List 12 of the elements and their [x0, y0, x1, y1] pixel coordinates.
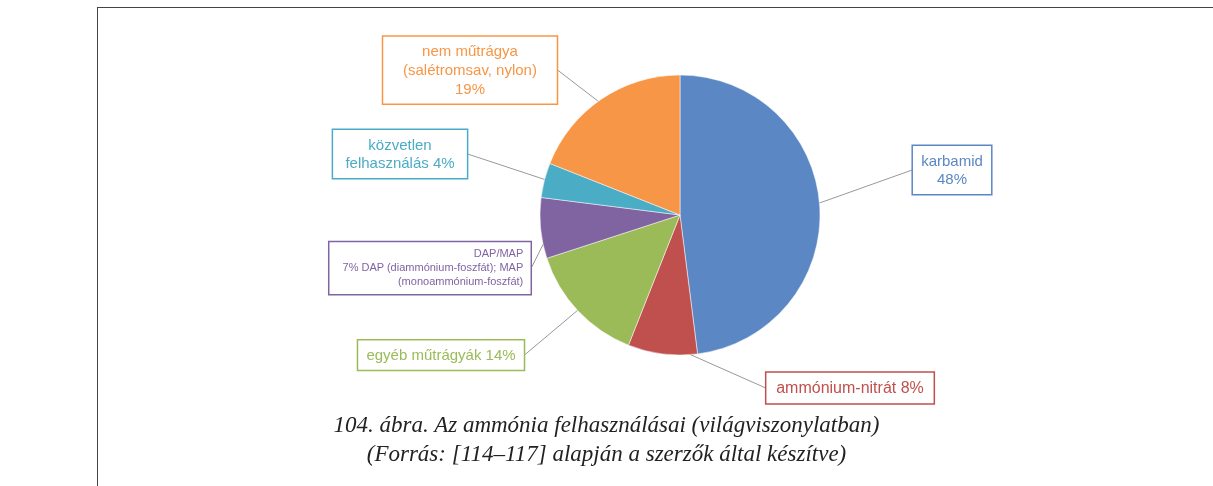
- text: 7% DAP (diammónium-foszfát); MAP: [342, 261, 524, 273]
- slice-label: nem műtrágya (salétromsav, nylon): [403, 42, 537, 78]
- data-label: 48%: [936, 170, 968, 188]
- slice-label: ammónium-nitrát 8%: [776, 379, 924, 396]
- text: 104. ábra. Az ammónia felhasználásai (világviszonylatban): [333, 412, 880, 437]
- slice-label: karbamid: [921, 151, 983, 169]
- slice-label: közvetlen felhasználás 4%: [345, 135, 455, 172]
- slice-label: egyéb műtrágyák 14%: [366, 346, 516, 363]
- text: (Forrás: [114–117] alapján a szerzők által készítve): [366, 441, 847, 466]
- slice-label: DAP/MAP: [473, 247, 524, 260]
- text: (monoammónium-foszfát): [397, 274, 524, 287]
- data-label: 19%: [454, 79, 486, 97]
